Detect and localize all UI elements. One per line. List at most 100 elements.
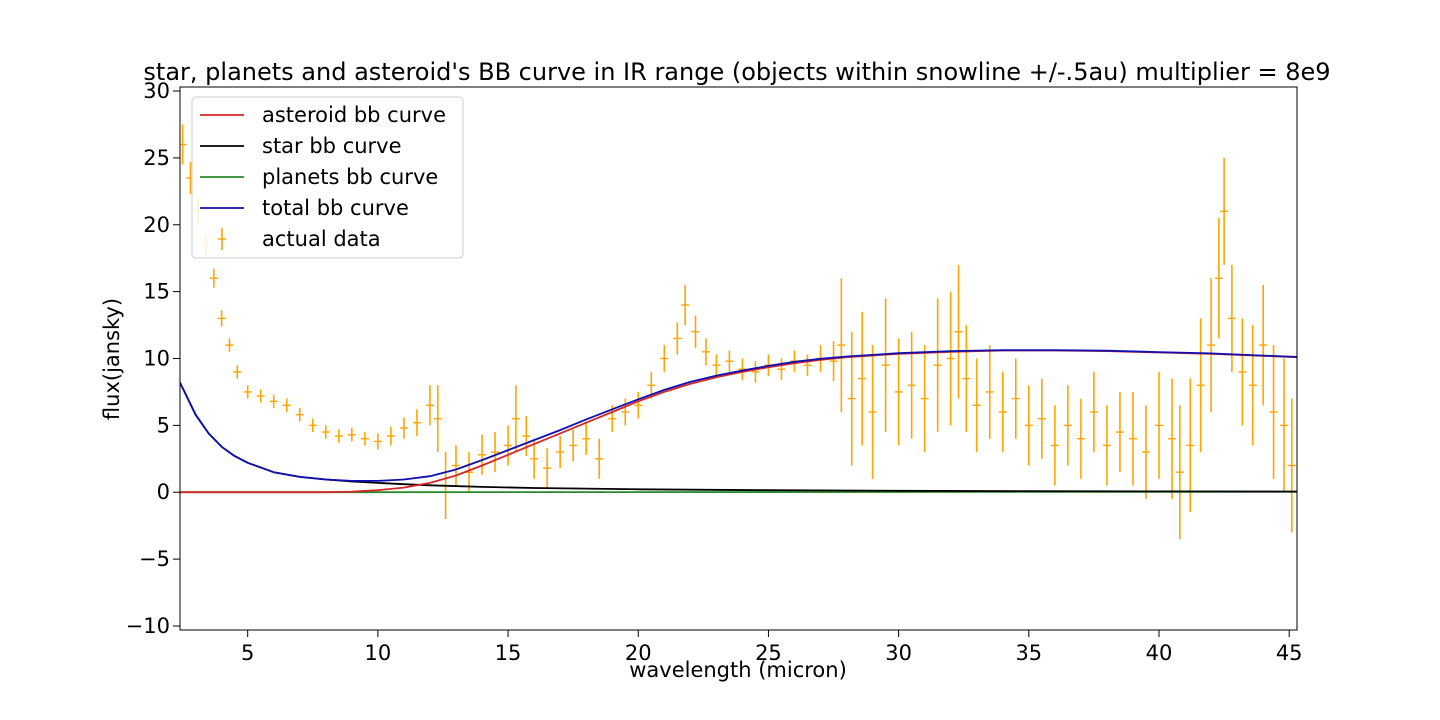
data-point bbox=[1269, 345, 1278, 479]
legend-item: total bb curve bbox=[200, 196, 409, 220]
x-tick-label: 20 bbox=[625, 641, 652, 665]
data-point bbox=[217, 310, 226, 327]
data-point bbox=[511, 385, 520, 453]
star-bb-curve-line bbox=[180, 382, 1297, 493]
data-point bbox=[399, 417, 408, 439]
plot-area bbox=[180, 124, 1297, 540]
legend: asteroid bb curve star bb curve planets bb… bbox=[191, 96, 464, 259]
data-point bbox=[691, 315, 700, 348]
data-point bbox=[491, 432, 500, 473]
data-point bbox=[1186, 378, 1195, 513]
x-tick-label: 30 bbox=[885, 641, 912, 665]
data-point bbox=[1128, 391, 1137, 486]
data-point bbox=[386, 426, 395, 446]
data-point bbox=[1089, 371, 1098, 453]
x-tick-label: 35 bbox=[1015, 641, 1042, 665]
data-point bbox=[972, 358, 981, 453]
data-point bbox=[858, 311, 867, 446]
data-point bbox=[777, 358, 786, 380]
data-point bbox=[243, 385, 252, 399]
data-point bbox=[347, 428, 356, 442]
data-point bbox=[1063, 385, 1072, 466]
data-point bbox=[1248, 325, 1257, 446]
data-point bbox=[881, 298, 890, 433]
data-point bbox=[660, 345, 669, 372]
legend-label: star bb curve bbox=[262, 134, 402, 158]
data-point bbox=[478, 434, 487, 475]
data-point bbox=[701, 338, 710, 366]
data-point bbox=[334, 429, 343, 443]
data-point bbox=[751, 361, 760, 383]
y-tick-label: 30 bbox=[143, 79, 170, 103]
legend-label: actual data bbox=[262, 227, 381, 251]
x-tick-label: 45 bbox=[1276, 641, 1303, 665]
x-tick-label: 40 bbox=[1146, 641, 1173, 665]
data-point bbox=[295, 407, 304, 422]
data-point bbox=[412, 409, 421, 437]
data-point bbox=[725, 350, 734, 372]
legend-item: asteroid bb curve bbox=[200, 103, 446, 127]
y-axis-label: flux(jansky) bbox=[100, 298, 124, 420]
data-point bbox=[530, 438, 539, 479]
data-point bbox=[308, 418, 317, 433]
data-point bbox=[1037, 378, 1046, 459]
y-tick-label: 20 bbox=[143, 213, 170, 237]
data-point bbox=[1115, 391, 1124, 473]
data-point bbox=[837, 278, 846, 412]
data-point bbox=[569, 429, 578, 462]
legend-item: star bb curve bbox=[200, 134, 402, 158]
legend-label: total bb curve bbox=[262, 196, 409, 220]
data-point bbox=[233, 365, 242, 379]
data-point bbox=[1259, 284, 1268, 406]
x-axis-label: wavelength (micron) bbox=[629, 658, 847, 682]
data-point bbox=[1050, 405, 1059, 486]
y-tick-label: 5 bbox=[157, 413, 170, 437]
curve-lines bbox=[180, 349, 1297, 494]
data-point bbox=[556, 436, 565, 469]
legend-label: planets bb curve bbox=[262, 165, 438, 189]
legend-item: planets bb curve bbox=[200, 165, 438, 189]
data-point bbox=[209, 268, 218, 288]
data-point bbox=[269, 394, 278, 408]
x-tick-label: 10 bbox=[365, 641, 392, 665]
data-point bbox=[933, 298, 942, 433]
data-point bbox=[451, 445, 460, 486]
data-point bbox=[1024, 385, 1033, 466]
legend-item: actual data bbox=[218, 227, 381, 251]
data-point bbox=[595, 438, 604, 479]
data-point bbox=[582, 422, 591, 455]
data-point bbox=[962, 325, 971, 433]
data-point bbox=[282, 398, 291, 412]
data-point bbox=[847, 331, 856, 466]
data-point bbox=[1279, 358, 1288, 493]
data-point bbox=[829, 341, 838, 382]
data-point bbox=[907, 331, 916, 439]
y-tick-label: 0 bbox=[157, 480, 170, 504]
data-point bbox=[1214, 218, 1223, 339]
data-point bbox=[985, 345, 994, 439]
data-point bbox=[803, 354, 812, 376]
data-point bbox=[998, 371, 1007, 453]
data-point bbox=[954, 264, 963, 399]
data-point bbox=[1196, 318, 1205, 453]
data-point bbox=[1141, 405, 1150, 499]
data-point bbox=[1076, 398, 1085, 479]
data-point bbox=[373, 433, 382, 450]
data-point bbox=[433, 385, 442, 453]
data-point bbox=[1238, 318, 1247, 426]
data-point bbox=[712, 354, 721, 376]
y-tick-label: −10 bbox=[126, 614, 170, 638]
data-point bbox=[1227, 264, 1236, 372]
data-point bbox=[920, 345, 929, 453]
x-tick-label: 25 bbox=[755, 641, 782, 665]
data-point bbox=[522, 416, 531, 457]
data-point bbox=[946, 291, 955, 426]
data-point bbox=[681, 284, 690, 326]
data-point bbox=[1102, 405, 1111, 486]
data-point bbox=[1220, 157, 1229, 265]
data-point bbox=[321, 425, 330, 439]
x-tick-label: 15 bbox=[495, 641, 522, 665]
data-point bbox=[504, 425, 513, 466]
legend-box bbox=[191, 96, 464, 259]
